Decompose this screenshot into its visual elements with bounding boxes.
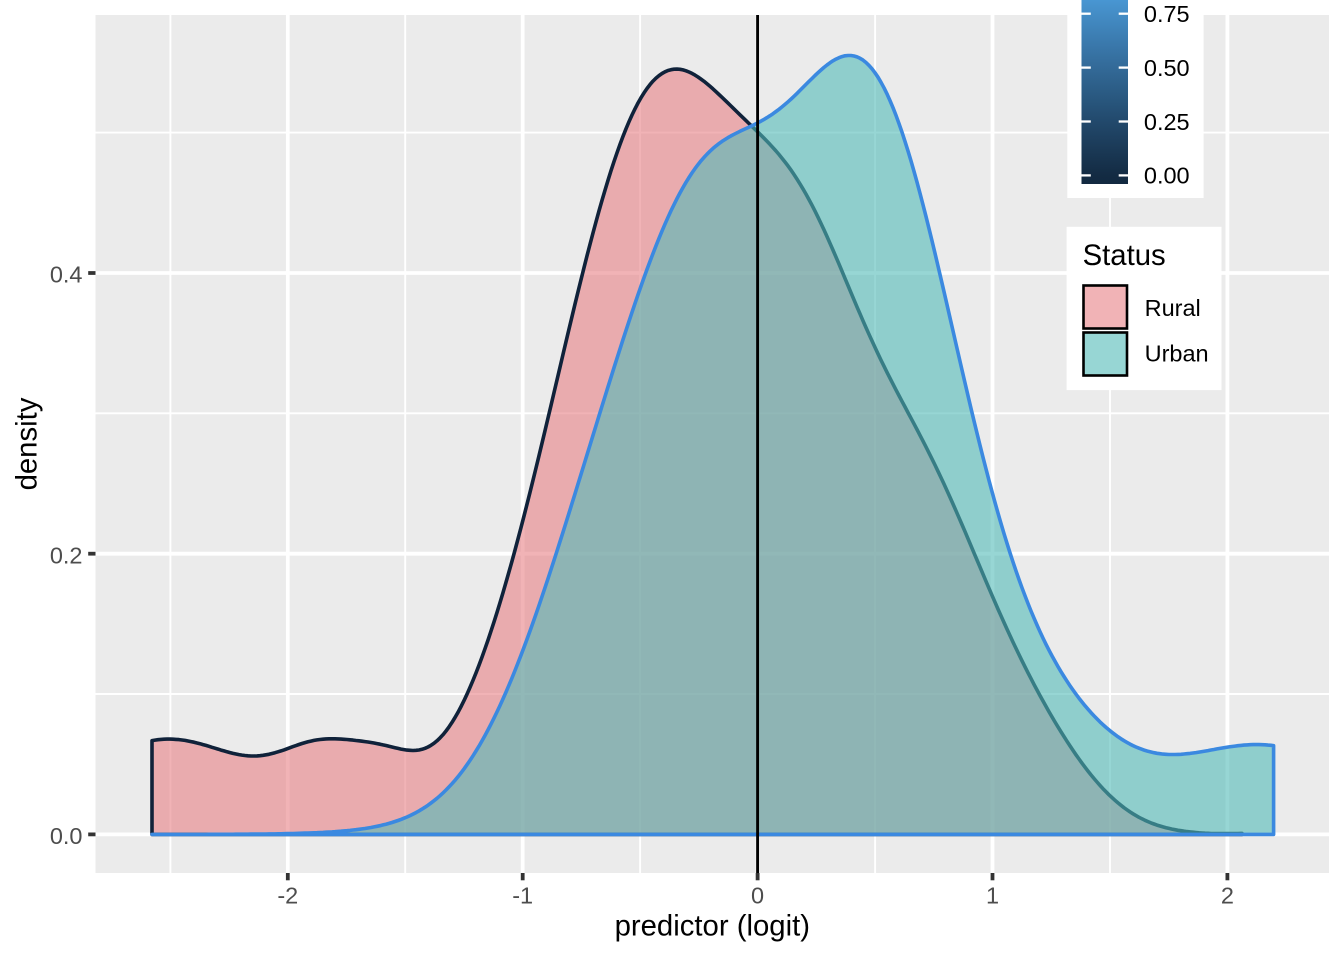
svg-text:0.2: 0.2 xyxy=(50,542,83,568)
svg-text:0.0: 0.0 xyxy=(50,823,83,849)
svg-text:0.75: 0.75 xyxy=(1144,1,1190,27)
svg-text:predictor (logit): predictor (logit) xyxy=(615,910,810,943)
svg-text:0.50: 0.50 xyxy=(1144,55,1190,81)
svg-text:Status: Status xyxy=(1083,239,1166,272)
svg-text:density: density xyxy=(11,397,44,490)
svg-text:0.00: 0.00 xyxy=(1144,163,1190,189)
svg-text:-2: -2 xyxy=(277,883,298,909)
svg-text:0.25: 0.25 xyxy=(1144,109,1190,135)
svg-text:2: 2 xyxy=(1221,883,1234,909)
svg-text:1: 1 xyxy=(986,883,999,909)
svg-text:-1: -1 xyxy=(512,883,533,909)
svg-text:Urban: Urban xyxy=(1145,341,1209,367)
svg-text:0: 0 xyxy=(751,883,764,909)
svg-text:0.4: 0.4 xyxy=(50,262,83,288)
svg-text:Rural: Rural xyxy=(1145,295,1201,321)
